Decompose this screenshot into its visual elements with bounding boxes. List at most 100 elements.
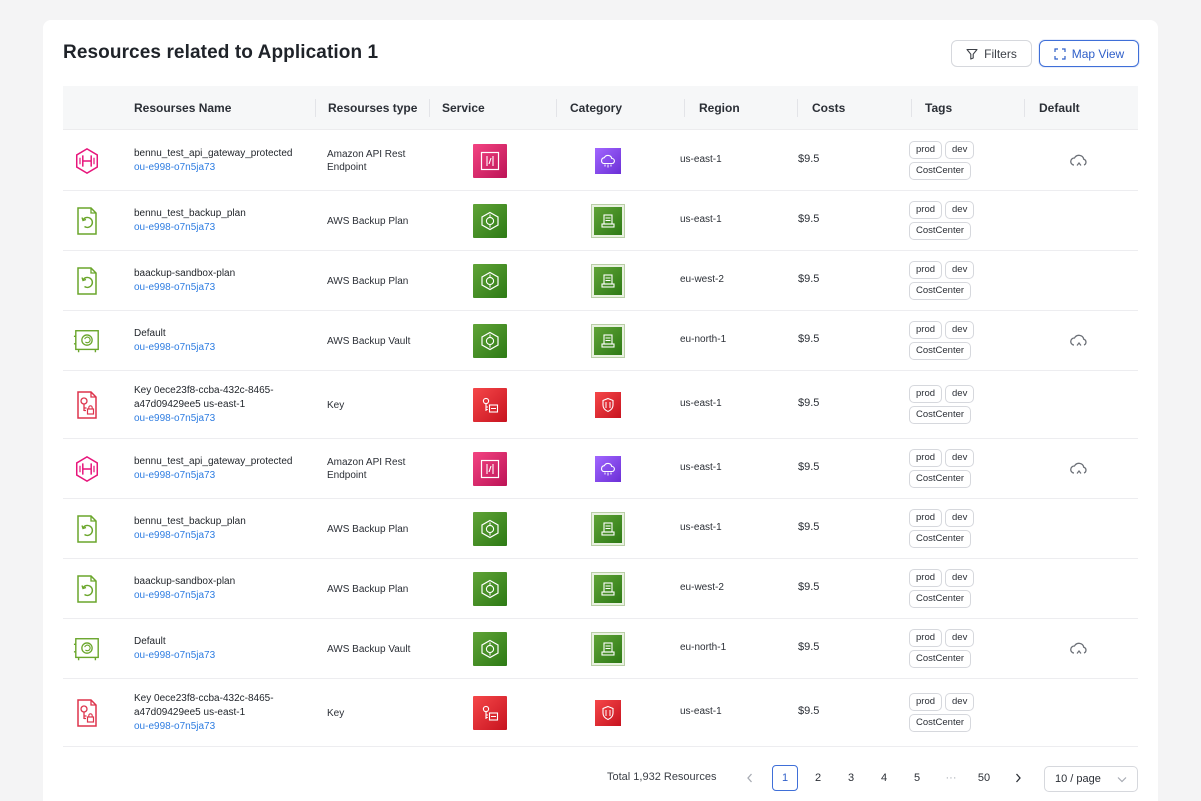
tag-costcenter[interactable]: CostCenter [909,650,972,668]
default-indicator[interactable] [1065,333,1093,349]
table-row[interactable]: bennu_test_backup_plan ou-e998-o7n5ja73 … [63,191,1138,251]
resource-id-link[interactable]: ou-e998-o7n5ja73 [134,650,216,661]
tag-prod[interactable]: prod [909,509,943,527]
tag-prod[interactable]: prod [909,569,943,587]
tag-dev[interactable]: dev [945,629,975,647]
backup-plan-icon [73,204,101,238]
resource-id-link[interactable]: ou-e998-o7n5ja73 [134,222,216,233]
tag-prod[interactable]: prod [909,261,943,279]
resource-type: AWS Backup Plan [327,583,409,595]
backup-service-icon [473,512,507,546]
tag-prod[interactable]: prod [909,141,943,159]
resource-id-link[interactable]: ou-e998-o7n5ja73 [134,413,216,424]
resource-name[interactable]: Default [134,636,166,647]
cost-value: $9.5 [798,641,820,653]
tag-costcenter[interactable]: CostCenter [909,714,972,732]
table-row[interactable]: Default ou-e998-o7n5ja73 AWS Backup Vaul… [63,311,1138,371]
storage-category-icon [591,572,625,606]
table-row[interactable]: Key 0ece23f8-ccba-432c-8465-a47d09429ee5… [63,371,1138,439]
tag-costcenter[interactable]: CostCenter [909,406,972,424]
page-button-3[interactable]: 3 [847,772,855,784]
tag-costcenter[interactable]: CostCenter [909,470,972,488]
tag-costcenter[interactable]: CostCenter [909,282,972,300]
tag-dev[interactable]: dev [945,141,975,159]
tag-dev[interactable]: dev [945,509,975,527]
tags-cell: prod dev CostCenter [909,261,1019,300]
resource-id-link[interactable]: ou-e998-o7n5ja73 [134,530,216,541]
table-row[interactable]: Key 0ece23f8-ccba-432c-8465-a47d09429ee5… [63,679,1138,747]
security-category-icon [591,388,625,422]
resource-id-link[interactable]: ou-e998-o7n5ja73 [134,162,216,173]
resource-id-link[interactable]: ou-e998-o7n5ja73 [134,342,216,353]
default-indicator[interactable] [1065,461,1093,477]
table-row[interactable]: baackup-sandbox-plan ou-e998-o7n5ja73 AW… [63,251,1138,311]
resource-type: Key [327,707,345,719]
page-size-select[interactable]: 10 / page [1044,766,1138,792]
resource-id-link[interactable]: ou-e998-o7n5ja73 [134,282,216,293]
backup-service-icon [473,204,507,238]
tag-prod[interactable]: prod [909,385,943,403]
resource-name[interactable]: bennu_test_api_gateway_protected [134,148,293,159]
resource-name[interactable]: Key 0ece23f8-ccba-432c-8465-a47d09429ee5… [134,693,274,718]
prev-page-button[interactable] [737,765,763,791]
column-header-name[interactable]: Resourses Name [134,101,232,115]
column-header-costs[interactable]: Costs [812,101,846,115]
page-button-1[interactable]: 1 [772,765,798,791]
filters-button[interactable]: Filters [951,40,1032,67]
page-ellipsis[interactable]: ··· [945,772,957,784]
page-button-4[interactable]: 4 [880,772,888,784]
tag-dev[interactable]: dev [945,201,975,219]
tag-dev[interactable]: dev [945,321,975,339]
resource-name[interactable]: baackup-sandbox-plan [134,576,236,587]
page-button-2[interactable]: 2 [814,772,822,784]
resource-name[interactable]: Key 0ece23f8-ccba-432c-8465-a47d09429ee5… [134,385,274,410]
resource-name-cell: baackup-sandbox-plan ou-e998-o7n5ja73 [134,569,309,609]
resource-name[interactable]: bennu_test_api_gateway_protected [134,456,293,467]
resource-name[interactable]: baackup-sandbox-plan [134,268,236,279]
tag-costcenter[interactable]: CostCenter [909,530,972,548]
page-button-5[interactable]: 5 [913,772,921,784]
tag-prod[interactable]: prod [909,693,943,711]
table-row[interactable]: bennu_test_api_gateway_protected ou-e998… [63,439,1138,499]
resource-name[interactable]: Default [134,328,166,339]
tags-cell: prod dev CostCenter [909,449,1019,488]
tag-costcenter[interactable]: CostCenter [909,162,972,180]
tag-prod[interactable]: prod [909,449,943,467]
resource-name[interactable]: bennu_test_backup_plan [134,516,246,527]
tags-cell: prod dev CostCenter [909,201,1019,240]
resource-id-link[interactable]: ou-e998-o7n5ja73 [134,590,216,601]
resource-name[interactable]: bennu_test_backup_plan [134,208,246,219]
table-row[interactable]: baackup-sandbox-plan ou-e998-o7n5ja73 AW… [63,559,1138,619]
resource-id-link[interactable]: ou-e998-o7n5ja73 [134,721,216,732]
tag-dev[interactable]: dev [945,693,975,711]
tag-dev[interactable]: dev [945,385,975,403]
tag-dev[interactable]: dev [945,569,975,587]
default-indicator[interactable] [1065,153,1093,169]
tag-costcenter[interactable]: CostCenter [909,590,972,608]
resource-id-link[interactable]: ou-e998-o7n5ja73 [134,470,216,481]
tag-prod[interactable]: prod [909,321,943,339]
tag-dev[interactable]: dev [945,449,975,467]
tag-dev[interactable]: dev [945,261,975,279]
table-row[interactable]: bennu_test_backup_plan ou-e998-o7n5ja73 … [63,499,1138,559]
tag-costcenter[interactable]: CostCenter [909,222,972,240]
column-header-service[interactable]: Service [442,101,485,115]
tag-costcenter[interactable]: CostCenter [909,342,972,360]
kms-key-icon [73,388,101,422]
map-view-button[interactable]: Map View [1039,40,1139,67]
next-page-button[interactable] [1005,765,1031,791]
tag-prod[interactable]: prod [909,629,943,647]
region-value: us-east-1 [680,462,722,473]
column-header-default[interactable]: Default [1039,101,1080,115]
default-indicator[interactable] [1065,641,1093,657]
table-row[interactable]: bennu_test_api_gateway_protected ou-e998… [63,131,1138,191]
page-button-last[interactable]: 50 [977,772,991,784]
backup-vault-icon [73,324,101,358]
column-header-tags[interactable]: Tags [925,101,953,115]
column-header-region[interactable]: Region [699,101,740,115]
column-header-category[interactable]: Category [570,101,623,115]
column-header-type[interactable]: Resourses type [328,101,418,115]
tag-prod[interactable]: prod [909,201,943,219]
region-value: us-east-1 [680,706,722,717]
table-row[interactable]: Default ou-e998-o7n5ja73 AWS Backup Vaul… [63,619,1138,679]
